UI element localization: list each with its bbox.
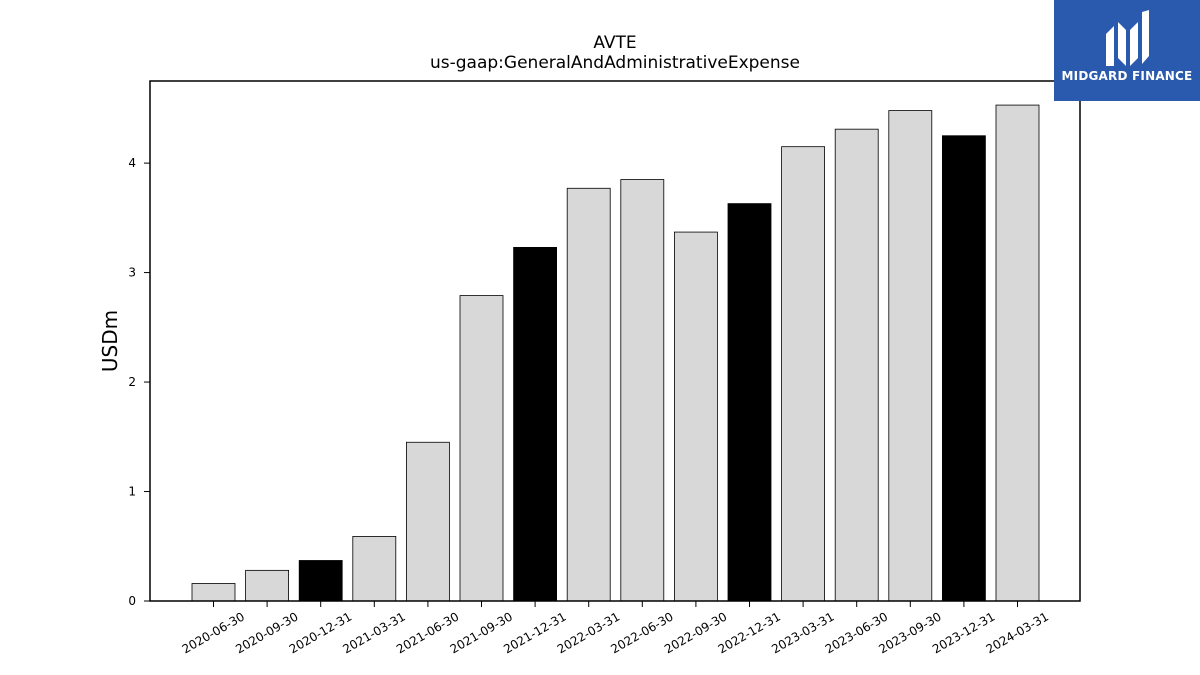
bar-2023-03-31 (781, 146, 825, 602)
bar-2022-06-30 (620, 179, 665, 602)
bar-2020-06-30 (191, 583, 236, 602)
x-ticks-group: 2020-06-302020-09-302020-12-312021-03-31… (180, 601, 1051, 656)
bar-2023-09-30 (888, 110, 933, 602)
bar-2023-06-30 (834, 128, 879, 602)
y-tick-label: 0 (128, 594, 136, 608)
plot-frame (149, 80, 1081, 602)
y-ticks-group: 0 1 2 3 4 (128, 156, 150, 608)
bar-2023-12-31 (942, 135, 986, 602)
bar-2021-09-30 (459, 295, 504, 602)
bar-2020-09-30 (245, 569, 290, 602)
bar-2022-09-30 (674, 231, 718, 602)
bar-2021-06-30 (405, 441, 450, 602)
bar-2022-12-31 (727, 203, 772, 602)
y-tick-label: 1 (128, 485, 136, 499)
chart-title: AVTE (593, 33, 636, 53)
y-tick-label: 2 (128, 375, 136, 389)
brand-name: MIDGARD FINANCE (1061, 69, 1193, 83)
midgard-logo-icon (1106, 10, 1149, 66)
y-tick-label: 4 (128, 156, 136, 170)
brand-logo: MIDGARD FINANCE (1054, 0, 1200, 101)
bar-2022-03-31 (566, 187, 611, 602)
bars-group (191, 104, 1040, 602)
bar-2020-12-31 (298, 560, 343, 602)
chart-subtitle: us-gaap:GeneralAndAdministrativeExpense (430, 53, 800, 73)
bar-2021-03-31 (352, 536, 397, 602)
y-tick-label: 3 (128, 266, 136, 280)
bar-2024-03-31 (995, 104, 1040, 602)
y-axis-label: USDm (98, 310, 122, 372)
bar-2021-12-31 (513, 246, 557, 602)
